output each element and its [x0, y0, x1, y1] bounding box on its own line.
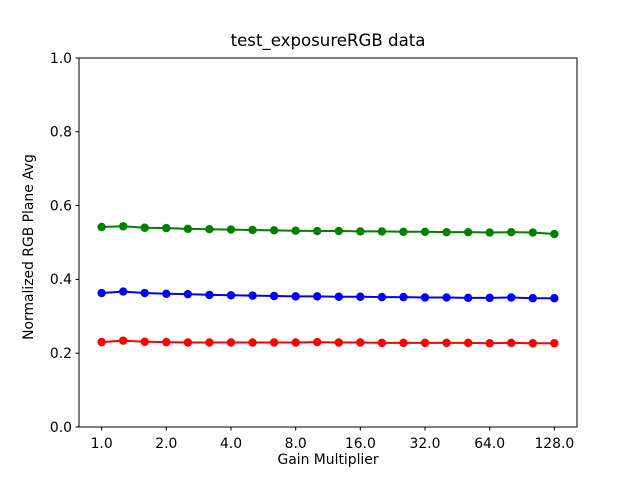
y-tick-label: 1.0: [50, 51, 72, 67]
series-blue-plane-marker: [269, 291, 279, 301]
series-green-plane-marker: [399, 227, 408, 236]
series-green-plane-marker: [248, 225, 257, 235]
series-red-plane-marker: [463, 338, 473, 348]
series-red-plane-marker: [313, 337, 322, 347]
y-tick-label: 0.4: [50, 272, 72, 288]
series-blue-plane-marker: [420, 293, 430, 302]
series-red-plane-marker: [183, 338, 193, 347]
y-tick-label: 0.8: [50, 125, 72, 141]
series-red-plane-marker: [399, 338, 408, 348]
series-green-plane-marker: [356, 227, 365, 236]
y-tick-label: 0.0: [50, 420, 72, 436]
series-green-plane-marker: [205, 225, 214, 234]
series-green-plane-marker: [226, 225, 236, 234]
chart-title: test_exposureRGB data: [231, 31, 426, 51]
series-red-plane-marker: [420, 338, 430, 348]
series-green-plane-marker: [97, 222, 106, 232]
series-green-plane-line: [101, 225, 555, 236]
x-axis-label: Gain Multiplier: [277, 452, 378, 468]
series-blue-plane-marker: [356, 292, 365, 301]
series-green-plane-marker: [420, 227, 430, 236]
series-green-plane-marker: [334, 226, 343, 236]
series-blue-plane-marker: [97, 288, 106, 298]
series-red-plane-marker: [334, 338, 343, 347]
series-red-plane-marker: [550, 339, 559, 348]
series-blue-plane-marker: [528, 294, 538, 303]
series-green-plane-marker: [291, 226, 300, 235]
series-blue-plane-marker: [313, 292, 322, 301]
series-green-plane-marker: [162, 223, 171, 233]
series-red-plane-marker: [97, 337, 106, 347]
series-red-plane-line: [101, 339, 555, 345]
series-green-plane-marker: [528, 228, 538, 237]
series-green-plane-marker: [313, 226, 322, 236]
x-tick-label: 1.0: [91, 436, 113, 452]
x-tick-label: 32.0: [410, 436, 441, 452]
series-red-plane-marker: [205, 338, 214, 347]
x-tick-label: 4.0: [220, 436, 242, 452]
series-red-plane-marker: [507, 338, 516, 348]
axes-spines: [78, 57, 578, 428]
series-red-plane-marker: [119, 336, 128, 345]
series-blue-plane-marker: [463, 293, 473, 303]
series-blue-plane-marker: [162, 289, 171, 298]
plot-area: 0.0 0.2 0.4 0.6 0.8 1.0 1.0 2.0 4.0 8.0 16.0 32.0 64…: [50, 51, 578, 452]
series-green-plane-marker: [377, 227, 387, 236]
series-green-plane-marker: [119, 222, 128, 231]
series-blue-plane-marker: [399, 292, 408, 302]
series-blue-plane-marker: [442, 293, 451, 302]
series-red-plane-marker: [377, 338, 387, 348]
series-red-plane-marker: [269, 338, 279, 347]
series-blue-plane-marker: [507, 293, 516, 302]
series-red-plane-marker: [248, 338, 257, 347]
series-blue-plane-marker: [377, 292, 387, 302]
series-red-plane-marker: [226, 338, 236, 347]
series-red-plane-marker: [485, 339, 494, 348]
series-blue-plane-marker: [248, 291, 257, 300]
series-blue-plane-marker: [291, 292, 300, 301]
series-green-plane-marker: [507, 227, 516, 237]
series-green-plane-marker: [183, 224, 193, 234]
series-green-plane-marker: [485, 228, 494, 237]
x-tick-label: 16.0: [345, 436, 376, 452]
series-red-plane-marker: [356, 338, 365, 347]
series-blue-plane-marker: [205, 290, 214, 300]
series-red-plane-marker: [442, 338, 451, 348]
series-blue-plane-line: [101, 290, 555, 300]
series-green-plane-marker: [550, 229, 559, 239]
series-red-plane-marker: [528, 339, 538, 348]
x-tick-label: 128.0: [534, 436, 574, 452]
y-axis-label: Normalized RGB Plane Avg: [21, 154, 37, 340]
y-tick-label: 0.2: [50, 346, 72, 362]
x-tick-label: 2.0: [155, 436, 177, 452]
series-red-plane-marker: [162, 337, 171, 347]
series-blue-plane-marker: [226, 291, 236, 300]
series-blue-plane-marker: [183, 289, 193, 299]
series-green-plane-marker: [442, 227, 451, 237]
series-blue-plane-marker: [334, 292, 343, 301]
series-blue-plane-marker: [119, 287, 128, 296]
x-tick-label: 8.0: [285, 436, 307, 452]
series-red-plane-marker: [291, 338, 300, 347]
series-green-plane-marker: [269, 226, 279, 235]
x-tick-label: 64.0: [474, 436, 505, 452]
series-blue-plane-marker: [550, 294, 559, 303]
series-blue-plane-marker: [485, 293, 494, 303]
y-tick-label: 0.6: [50, 198, 72, 214]
series-blue-plane-marker: [140, 288, 149, 298]
series-green-plane-marker: [140, 223, 149, 232]
series-red-plane-marker: [140, 337, 149, 346]
series-green-plane-marker: [463, 227, 473, 237]
